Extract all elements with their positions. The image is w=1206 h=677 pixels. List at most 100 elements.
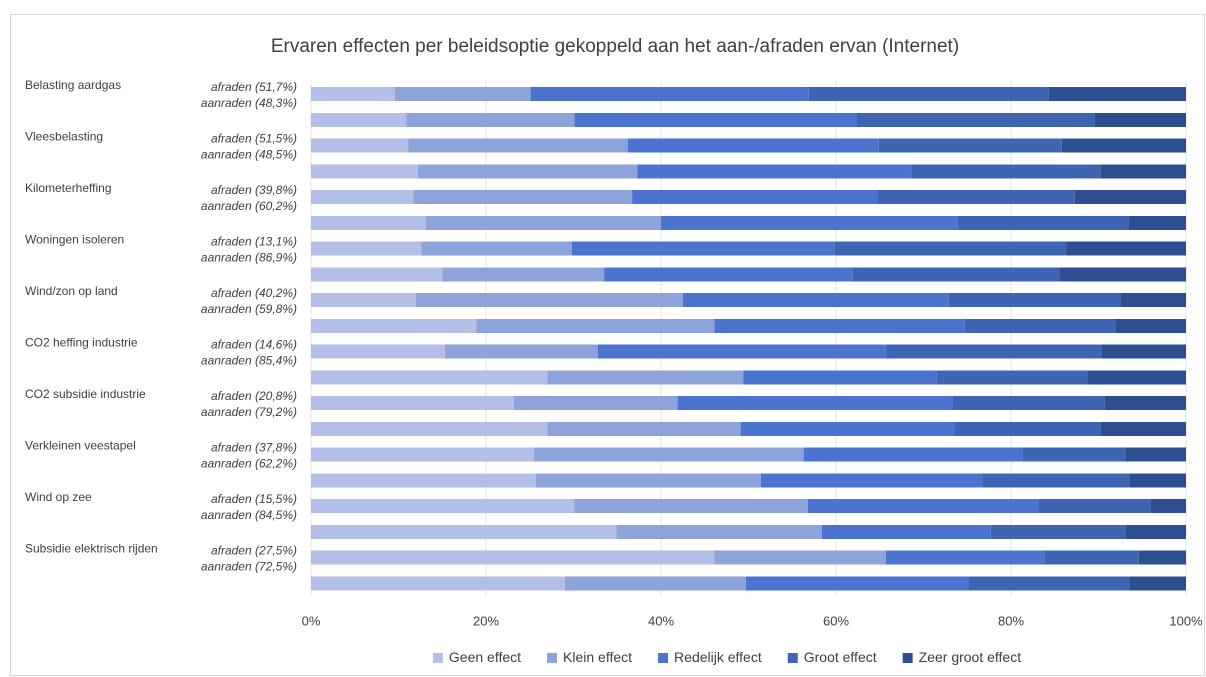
bar-segment [311, 447, 535, 462]
bar-segment [1022, 447, 1126, 462]
bar-segment [714, 550, 886, 565]
group-label: Belasting aardgas [25, 78, 121, 92]
bar-segment [1074, 190, 1186, 204]
bar-segment [637, 164, 912, 179]
group-label: Wind op zee [25, 490, 92, 504]
legend-swatch [787, 653, 798, 663]
bar-segment [661, 216, 958, 230]
bar-segment [743, 370, 937, 385]
bar-segment [955, 422, 1101, 436]
bar-segment [444, 344, 598, 359]
bar-segment [311, 396, 514, 410]
bar-segment [1100, 164, 1186, 179]
y-tick-label: afraden (39,8%) [211, 183, 297, 197]
legend-label: Groot effect [804, 649, 877, 665]
bar-segment [808, 499, 1039, 513]
group-label: Woningen isoleren [25, 233, 124, 247]
bar-segment [1151, 499, 1186, 513]
bar-segment [311, 499, 575, 513]
bar-segment [808, 87, 1049, 101]
group-label: CO2 subsidie industrie [25, 387, 146, 401]
bar-segment [878, 138, 1062, 153]
bar-segment [803, 447, 1023, 462]
bar-segment [1104, 396, 1186, 410]
bar-segment [574, 499, 808, 513]
bar-segment [530, 87, 809, 101]
bar-segment [1038, 499, 1151, 513]
bar-segment [406, 113, 575, 127]
y-tick-label: aanraden (79,2%) [201, 405, 297, 419]
y-tick-label: aanraden (48,5%) [201, 148, 297, 162]
bar-segment [936, 370, 1088, 385]
group-label: Wind/zon op land [25, 284, 118, 298]
bar-segment [745, 576, 969, 591]
bar-segment [311, 550, 715, 565]
bar-segment [877, 190, 1075, 204]
y-tick-label: aanraden (86,9%) [201, 251, 297, 265]
bar-segment [425, 216, 661, 230]
y-tick-label: aanraden (48,3%) [201, 96, 297, 110]
bar-segment [948, 293, 1121, 307]
bar-segment [547, 370, 744, 385]
legend-label: Zeer groot effect [919, 649, 1022, 665]
chart-title: Ervaren effecten per beleidsoptie gekopp… [271, 36, 959, 57]
bar-segment [311, 422, 548, 436]
bar-segment [885, 550, 1045, 565]
bar-segment [1116, 319, 1186, 333]
bar-segment [311, 216, 426, 230]
bar-segment [416, 293, 683, 307]
bar-segment [957, 216, 1129, 230]
bar-segment [311, 525, 617, 539]
bar-segment [571, 241, 835, 256]
bar-segment [311, 241, 422, 256]
bar-segment [311, 138, 409, 153]
y-tick-label: aanraden (85,4%) [201, 354, 297, 368]
bar-segment [885, 344, 1102, 359]
bar-segment [1130, 473, 1186, 488]
legend-swatch [658, 653, 669, 663]
bar-segment [311, 190, 414, 204]
bar-segment [547, 422, 741, 436]
y-tick-label: afraden (51,7%) [211, 80, 297, 94]
bar-segment [1061, 138, 1186, 153]
bar-segment [1044, 550, 1139, 565]
bar-segment [535, 473, 761, 488]
bar-segment [574, 113, 857, 127]
group-label: Vleesbelasting [25, 130, 103, 144]
bar-segment [1048, 87, 1186, 101]
y-tick-label: aanraden (84,5%) [201, 508, 297, 522]
y-tick-label: afraden (15,5%) [211, 492, 297, 506]
bar-segment [682, 293, 949, 307]
y-tick-label: afraden (37,8%) [211, 441, 297, 455]
bar-segment [834, 241, 1067, 256]
y-tick-label: afraden (51,5%) [211, 132, 297, 146]
bar-segment [990, 525, 1126, 539]
bar-segment [1125, 525, 1186, 539]
bar-segment [604, 267, 853, 282]
bar-segment [857, 113, 1095, 127]
legend-swatch [547, 653, 558, 663]
bar-segment [632, 190, 878, 204]
legend-swatch [432, 653, 443, 663]
bar-segment [311, 164, 418, 179]
bar-segment [514, 396, 678, 410]
bar-segment [677, 396, 953, 410]
bar-segment [534, 447, 804, 462]
bar-segment [1060, 267, 1186, 282]
bar-segment [911, 164, 1101, 179]
bar-segment [616, 525, 822, 539]
y-tick-label: afraden (27,5%) [211, 544, 297, 558]
bar-segment [1100, 422, 1186, 436]
y-tick-label: afraden (14,6%) [211, 338, 297, 352]
y-tick-label: aanraden (62,2%) [201, 457, 297, 471]
bar-segment [311, 87, 395, 101]
bar-segment [1128, 216, 1186, 230]
bar-segment [714, 319, 965, 333]
bar-segment [311, 576, 565, 591]
bar-segment [760, 473, 983, 488]
x-tick-label: 40% [648, 613, 674, 628]
y-tick-label: afraden (40,2%) [211, 286, 297, 300]
bar-segment [1120, 293, 1186, 307]
